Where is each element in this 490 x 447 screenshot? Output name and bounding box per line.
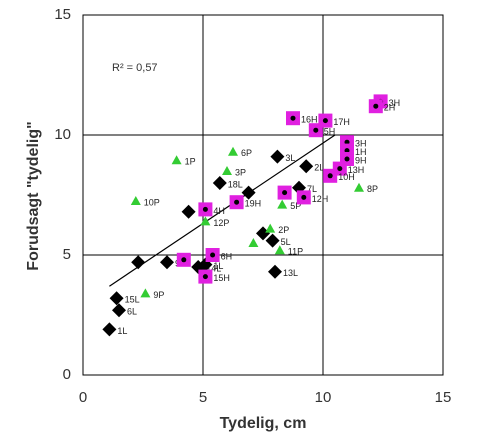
square-dot <box>327 173 333 179</box>
point-label: 18L <box>228 179 243 189</box>
point-label: 13H <box>348 165 365 175</box>
diamond-marker <box>212 176 227 190</box>
square-dot <box>181 257 187 263</box>
trendline <box>109 134 336 287</box>
point-label: 5P <box>290 201 301 211</box>
diamond-marker <box>160 255 174 270</box>
point-label: 14L <box>206 263 221 273</box>
diamond-marker <box>299 159 314 174</box>
square-dot <box>373 103 379 109</box>
point-label: 4H <box>213 206 225 216</box>
x-axis-title: Tydelig, cm <box>220 415 307 432</box>
y-tick-label: 0 <box>63 366 71 383</box>
square-dot <box>301 194 307 200</box>
diamond-marker <box>181 204 196 219</box>
point-label: 8P <box>367 184 378 194</box>
diamond-marker <box>102 322 117 337</box>
point-label: 2P <box>278 225 289 235</box>
point-label: 15L <box>125 295 140 305</box>
triangle-marker <box>228 146 238 156</box>
point-label: 10H <box>338 172 355 182</box>
point-label: 13L <box>283 268 298 278</box>
diamond-marker <box>268 264 282 279</box>
point-label: 12P <box>213 218 229 228</box>
triangle-marker <box>222 166 232 175</box>
point-label: 3H <box>355 139 367 149</box>
x-tick-label: 5 <box>199 389 207 406</box>
diamond-marker <box>265 233 280 248</box>
x-tick-label: 0 <box>79 389 87 406</box>
point-label: 6H <box>221 251 233 261</box>
diamond-marker <box>131 255 146 270</box>
point-label: 11P <box>288 247 303 257</box>
triangle-marker <box>130 196 141 205</box>
point-label: 5H <box>324 127 336 137</box>
point-label: 19H <box>245 199 262 209</box>
square-dot <box>202 274 208 280</box>
square-dot <box>322 118 328 124</box>
point-label: 5L <box>281 237 291 247</box>
square-dot <box>202 206 208 212</box>
point-label: 3H <box>389 98 401 108</box>
point-label: 9P <box>153 290 164 300</box>
triangle-marker <box>140 288 151 298</box>
square-dot <box>344 156 350 162</box>
point-label: 3L <box>285 153 295 163</box>
point-label: 3P <box>235 167 246 177</box>
square-dot <box>290 115 296 121</box>
triangle-marker <box>171 155 182 165</box>
square-dot <box>337 166 343 172</box>
square-dot <box>210 252 216 258</box>
triangle-marker <box>200 216 211 226</box>
square-dot <box>344 148 350 154</box>
annotation: R² = 0,57 <box>112 62 158 74</box>
point-label: 16H <box>301 115 318 125</box>
diamond-marker <box>112 303 126 318</box>
square-dot <box>344 139 350 145</box>
triangle-marker <box>248 238 259 247</box>
y-tick-label: 15 <box>54 6 71 23</box>
triangle-marker <box>354 182 364 192</box>
point-label: 6L <box>127 307 137 317</box>
diamond-marker <box>109 291 124 306</box>
square-dot <box>282 190 288 196</box>
y-axis-title: Forudsagt "tydelig" <box>25 121 42 270</box>
point-label: 17H <box>333 117 350 127</box>
point-label: 1L <box>117 326 127 336</box>
point-label: 1P <box>185 157 196 167</box>
point-label: 10P <box>144 197 160 207</box>
triangle-marker <box>277 199 288 209</box>
diamond-marker <box>256 226 270 241</box>
diamond-marker <box>270 149 285 164</box>
point-label: 15H <box>213 273 230 283</box>
point-label: 6P <box>241 148 252 158</box>
point-label: 2H <box>384 103 396 113</box>
x-tick-label: 10 <box>315 389 332 406</box>
point-label: 7L <box>307 184 317 194</box>
point-label: 2L <box>314 163 324 173</box>
triangle-marker <box>265 223 276 233</box>
point-label: 1H <box>355 147 367 157</box>
x-tick-label: 15 <box>435 389 452 406</box>
y-tick-label: 10 <box>54 126 71 143</box>
point-label: 9H <box>355 155 367 165</box>
square-dot <box>313 127 319 133</box>
square-dot <box>234 199 240 205</box>
point-label: 1L <box>213 261 223 271</box>
diamond-marker <box>241 185 256 200</box>
y-tick-label: 5 <box>63 246 71 263</box>
point-label: 12H <box>312 194 329 204</box>
triangle-marker <box>274 245 285 255</box>
